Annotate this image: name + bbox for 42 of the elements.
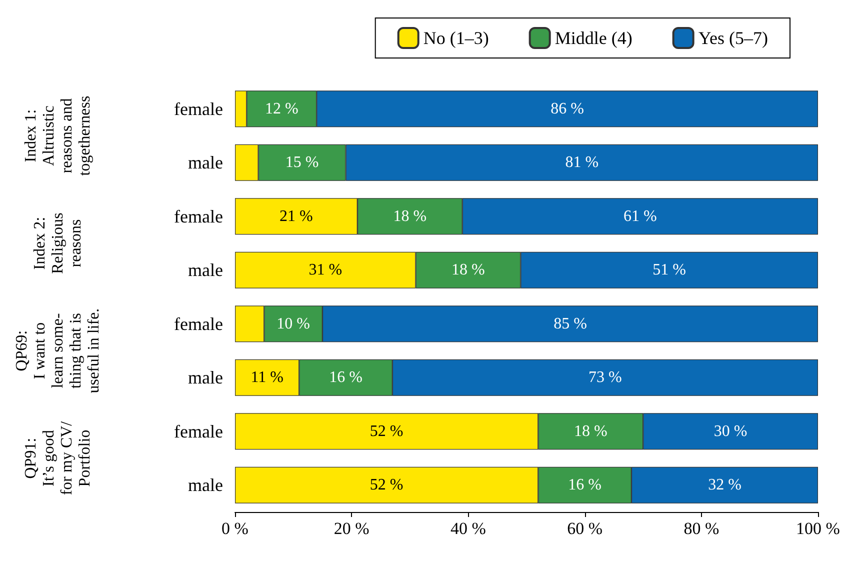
y-tick-label: male [188, 152, 224, 173]
legend-label: Middle (4) [554, 28, 632, 48]
text: QP91: It’s good for my CV/ Portfolio [22, 420, 94, 496]
data-label: 11 % [250, 369, 284, 386]
data-label: 86 % [550, 100, 584, 118]
x-tick-label: 100 % [796, 519, 840, 538]
data-label: 51 % [652, 262, 686, 279]
y-tick-label: female [174, 314, 224, 334]
data-label: 18 % [452, 262, 485, 279]
x-tick-label: 20 % [334, 519, 370, 538]
text: Index 2: Religious reasons [32, 212, 84, 274]
data-label: 61 % [624, 208, 657, 225]
legend-label: Yes (5–7) [698, 28, 768, 48]
data-label: 73 % [588, 369, 622, 386]
data-label: 10 % [276, 315, 310, 332]
y-tick-label: male [188, 260, 224, 280]
data-label: 52 % [370, 476, 404, 494]
data-label: 81 % [565, 154, 599, 172]
y-tick-label: female [174, 206, 224, 226]
data-label: 30 % [714, 422, 748, 440]
legend-label: No (1–3) [423, 28, 489, 48]
data-label: 16 % [329, 369, 362, 386]
y-tick-label: female [174, 421, 224, 442]
data-label: 18 % [393, 208, 427, 225]
data-label: 31 % [308, 262, 342, 279]
data-label: 52 % [370, 422, 404, 440]
data-label: 16 % [568, 476, 602, 494]
x-tick-label: 40 % [450, 519, 486, 538]
y-tick-label: male [188, 368, 224, 388]
data-label: 21 % [280, 208, 313, 225]
text: Index 1: Altruistic reasons and togetherness [22, 96, 94, 176]
y-tick-label: female [174, 98, 224, 119]
data-label: 12 % [264, 100, 298, 118]
text: QP69: I want to learn some- thing that is useful in life. [14, 308, 102, 394]
data-label: 18 % [574, 422, 608, 440]
data-label: 85 % [554, 315, 587, 332]
x-tick-label: 60 % [567, 519, 603, 538]
data-label: 32 % [708, 476, 742, 494]
data-label: 15 % [285, 154, 319, 172]
x-tick-label: 0 % [222, 519, 248, 538]
x-tick-label: 80 % [684, 519, 720, 538]
y-tick-label: male [188, 475, 224, 496]
